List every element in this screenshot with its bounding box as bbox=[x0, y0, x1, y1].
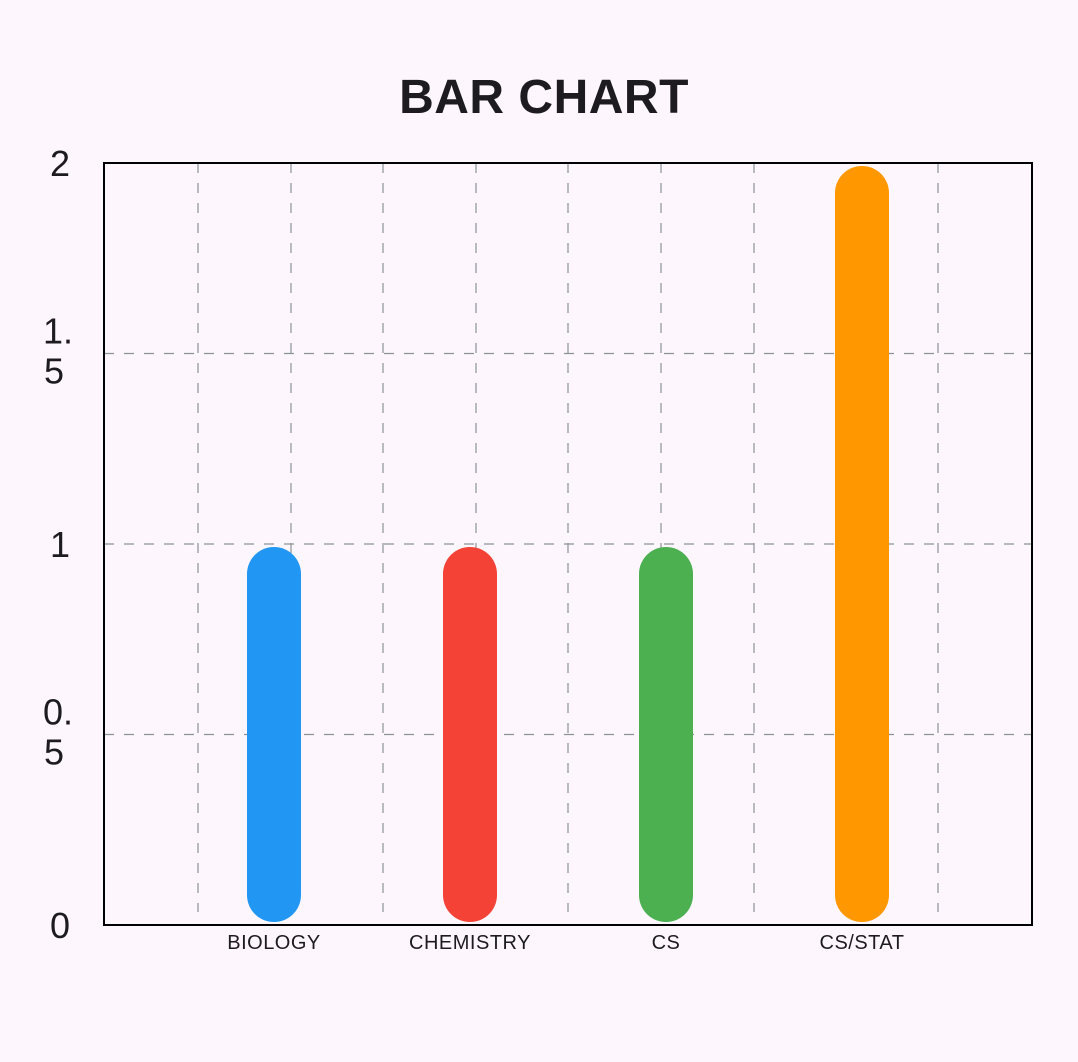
bar-chemistry bbox=[443, 547, 497, 922]
x-tick-label: CHEMISTRY bbox=[409, 932, 531, 954]
y-tick-label-line: 0. bbox=[43, 692, 73, 733]
x-tick-label: CS/STAT bbox=[820, 932, 905, 954]
bar-biology bbox=[247, 547, 301, 922]
bar-cs-stat bbox=[835, 166, 889, 922]
y-tick-label-line: 5 bbox=[44, 351, 64, 392]
x-tick-label: BIOLOGY bbox=[227, 932, 321, 954]
y-tick-label-line: 1. bbox=[43, 311, 73, 352]
y-tick-label: 1 bbox=[50, 524, 70, 565]
plot-border bbox=[103, 162, 1033, 926]
y-tick-label: 1. 5 bbox=[43, 311, 73, 392]
y-tick-label-line: 5 bbox=[44, 732, 64, 773]
y-tick-label: 0. 5 bbox=[43, 692, 73, 773]
chart-title: BAR CHART bbox=[399, 71, 689, 124]
y-tick-label: 2 bbox=[50, 143, 70, 184]
x-tick-label: CS bbox=[652, 932, 681, 954]
bar-cs bbox=[639, 547, 693, 922]
y-tick-label: 0 bbox=[50, 905, 70, 946]
